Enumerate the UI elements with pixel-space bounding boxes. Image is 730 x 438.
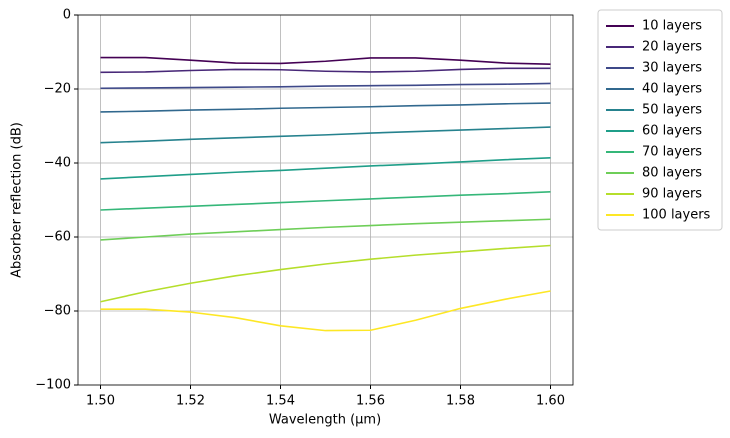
x-tick-label: 1.58 xyxy=(446,394,475,409)
series-line xyxy=(100,82,551,90)
y-tick-label: −40 xyxy=(44,156,71,171)
plot-frame xyxy=(77,14,574,386)
x-tick-label: 1.52 xyxy=(176,394,205,409)
x-tick-label: 1.56 xyxy=(356,394,385,409)
series-line xyxy=(100,56,551,66)
legend-box xyxy=(597,9,723,231)
legend-label: 10 layers xyxy=(642,19,702,34)
y-tick-label: −100 xyxy=(35,378,71,393)
legend-label: 30 layers xyxy=(642,61,702,76)
y-tick-label: −20 xyxy=(44,82,71,97)
legend-label: 100 layers xyxy=(642,208,711,223)
x-tick-label: 1.54 xyxy=(266,394,295,409)
series-line xyxy=(100,126,551,144)
y-tick-label: −60 xyxy=(44,230,71,245)
y-axis-label: Absorber reflection (dB) xyxy=(10,122,25,278)
x-axis-label: Wavelength (µm) xyxy=(269,413,381,428)
legend-label: 80 layers xyxy=(642,166,702,181)
x-tick-label: 1.50 xyxy=(86,394,115,409)
legend-label: 60 layers xyxy=(642,124,702,139)
legend-label: 70 layers xyxy=(642,145,702,160)
legend-label: 90 layers xyxy=(642,187,702,202)
series-line xyxy=(100,290,551,332)
series-line xyxy=(100,157,551,180)
series-line xyxy=(100,244,551,303)
y-tick-label: 0 xyxy=(63,8,71,23)
series-line xyxy=(100,218,551,241)
legend-label: 40 layers xyxy=(642,82,702,97)
series-line xyxy=(100,67,551,74)
series-line xyxy=(100,191,551,211)
legend-label: 20 layers xyxy=(642,40,702,55)
y-tick-label: −80 xyxy=(44,304,71,319)
series-line xyxy=(100,102,551,113)
legend-label: 50 layers xyxy=(642,103,702,118)
x-tick-label: 1.60 xyxy=(536,394,565,409)
